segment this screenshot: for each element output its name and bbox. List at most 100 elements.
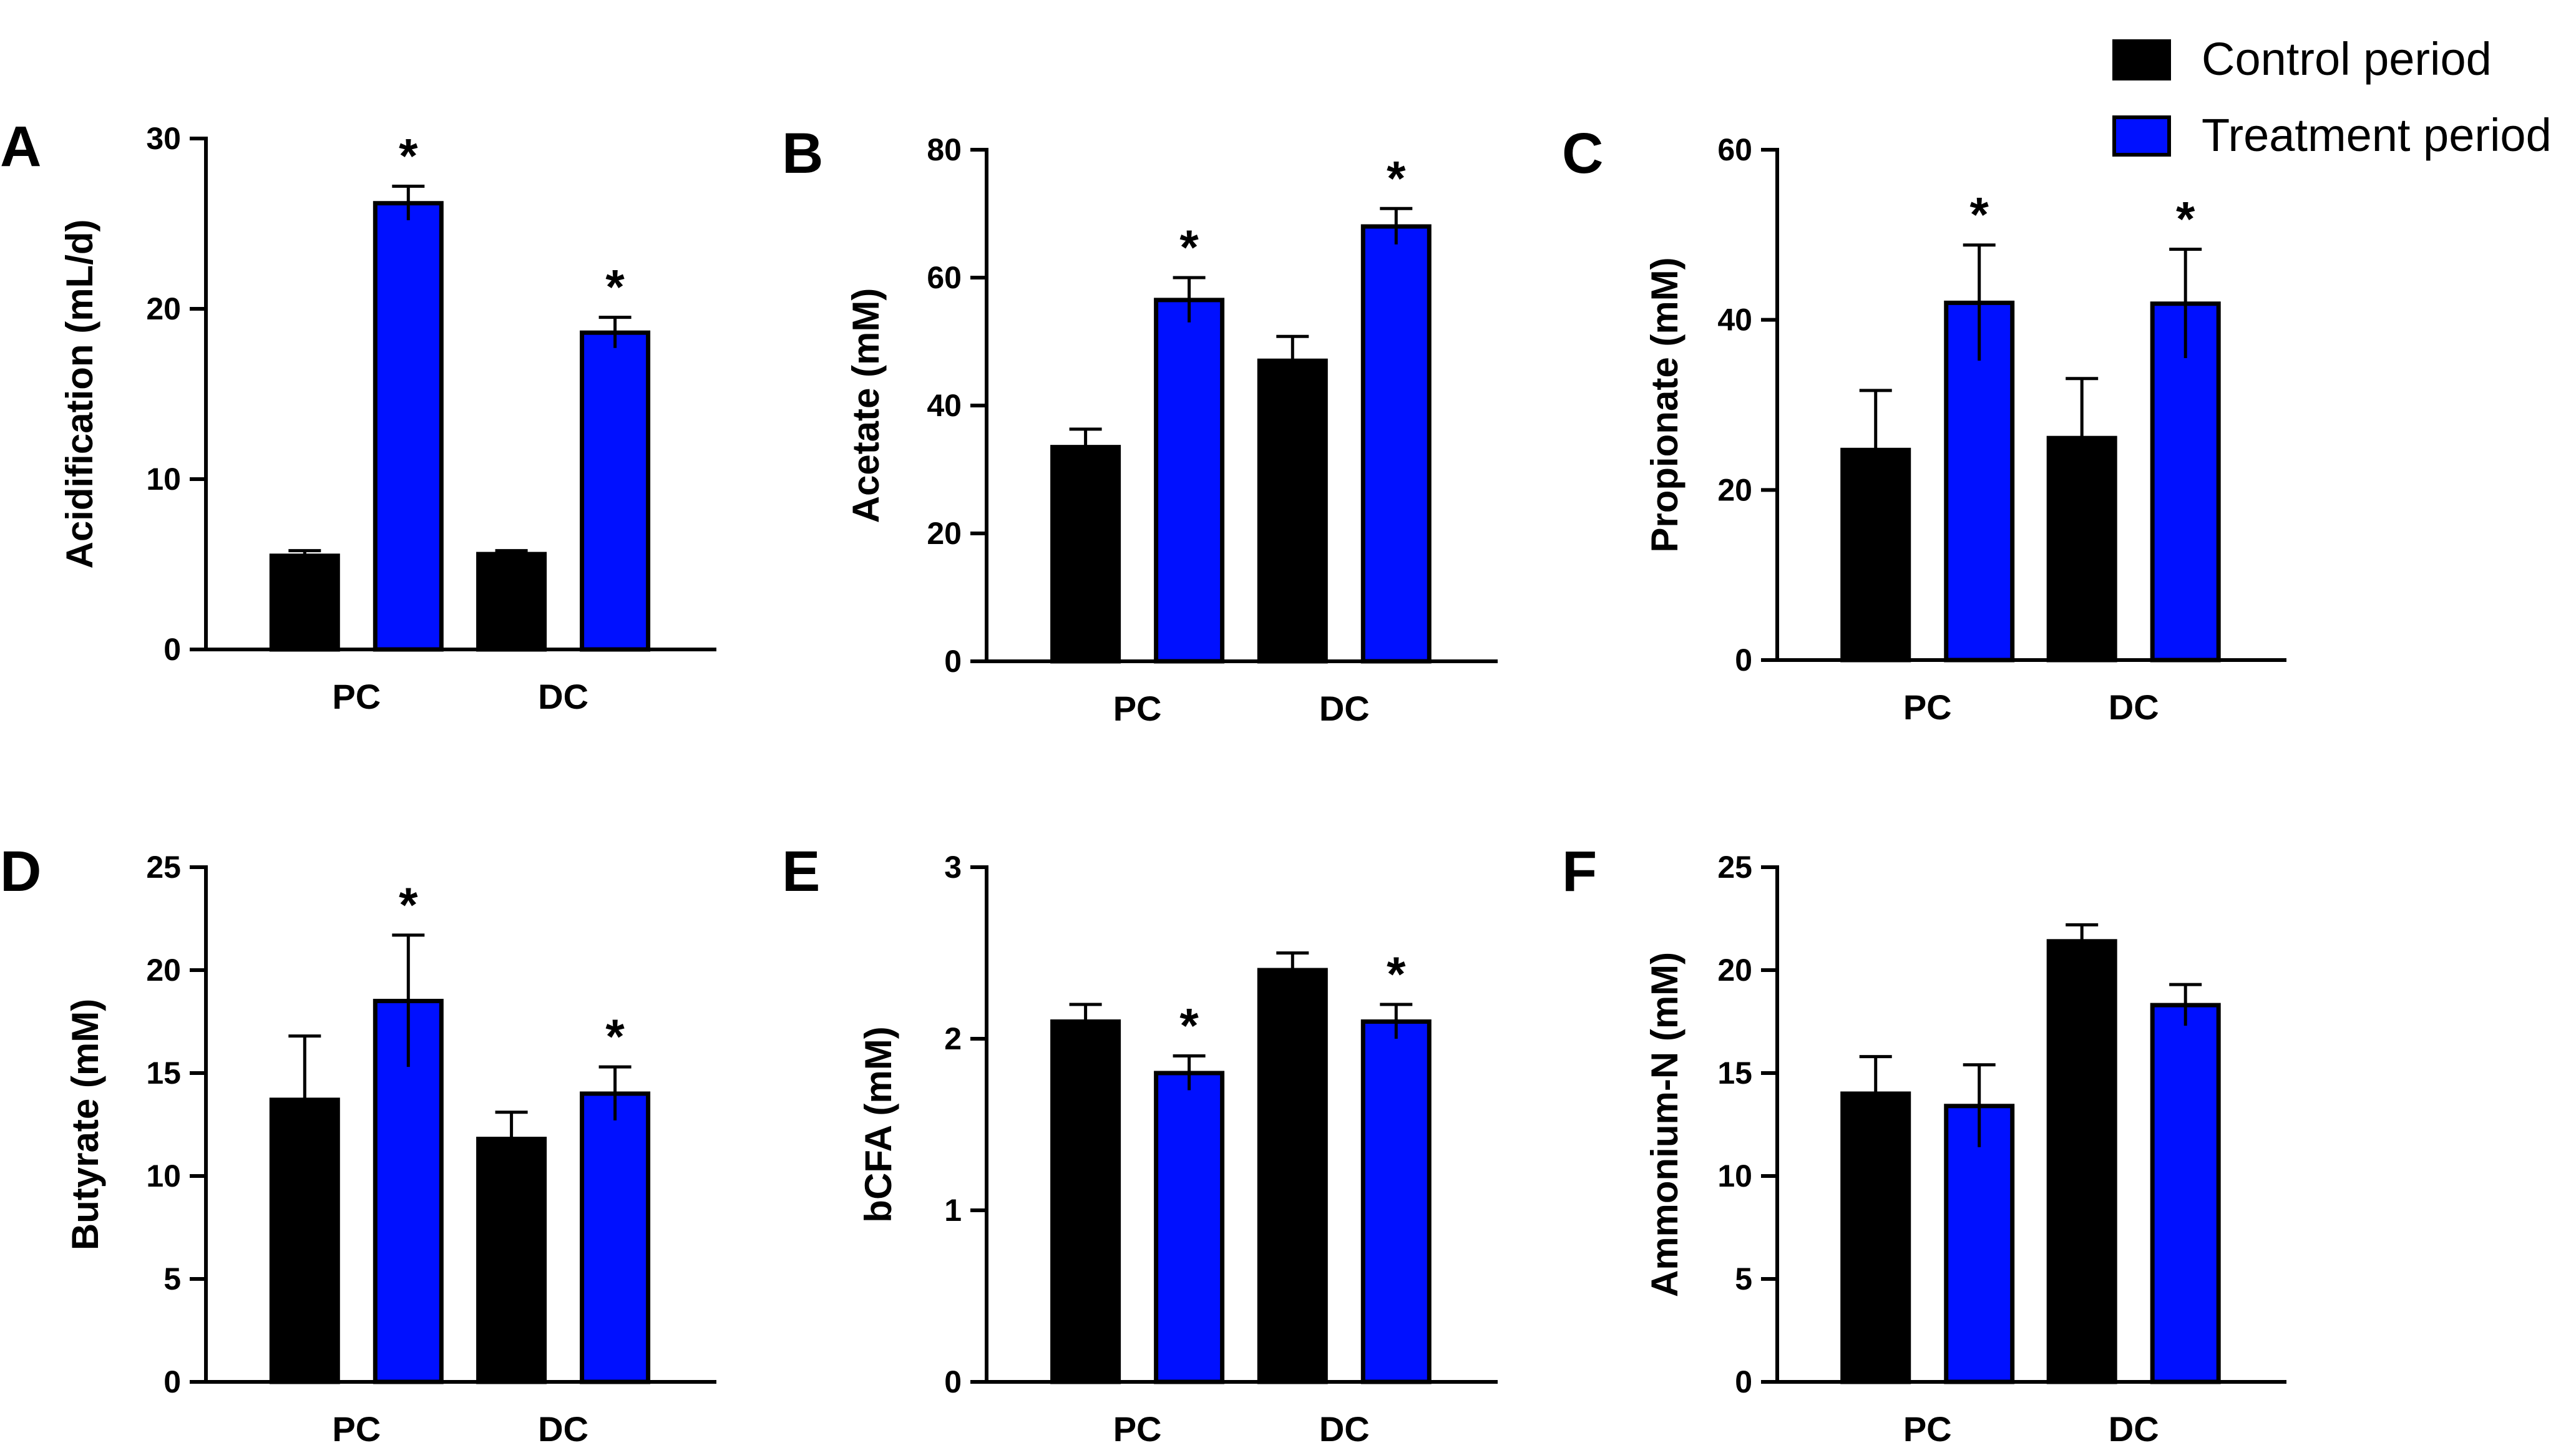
- bar-a-dc-treatment-period: [580, 330, 651, 652]
- y-tick-label-f: 15: [1717, 1056, 1752, 1091]
- y-tick-label-e: 1: [944, 1193, 962, 1228]
- legend-item-treatment: Treatment period: [2112, 109, 2552, 161]
- y-tick-label-b: 0: [944, 644, 962, 679]
- bar-b-dc-treatment-period: [1360, 224, 1432, 664]
- x-category-label-f: DC: [2109, 1409, 2159, 1449]
- error-bar-f-pc-control-period: [1859, 1055, 1892, 1131]
- y-axis-title-f: Ammonium-N (mM): [1644, 952, 1686, 1297]
- panel-letter-e: E: [782, 840, 820, 903]
- panel-letter-c: C: [1562, 122, 1603, 185]
- significance-mark-d-dc: *: [605, 1009, 625, 1064]
- error-bar-a-dc-treatment-period: [598, 316, 632, 348]
- error-bar-e-dc-control-period: [1276, 951, 1309, 988]
- bar-a-dc-control-period: [476, 552, 547, 652]
- y-tick-label-f: 10: [1717, 1159, 1752, 1193]
- error-bar-c-pc-control-period: [1859, 389, 1892, 510]
- error-bar-a-dc-control-period: [495, 549, 528, 558]
- bar-e-dc-control-period: [1257, 968, 1328, 1384]
- error-bar-c-dc-treatment-period: [2169, 248, 2202, 359]
- y-tick-label-e: 2: [944, 1021, 962, 1056]
- y-tick-label-b: 40: [927, 388, 962, 423]
- error-bar-f-dc-treatment-period: [2169, 983, 2202, 1026]
- panel-d: D Butyrate (mM) 0 5 10 15 20 25 PC * DC *: [0, 840, 716, 1449]
- significance-mark-a-dc: *: [605, 260, 625, 314]
- significance-mark-e-pc: *: [1179, 998, 1199, 1053]
- error-bar-e-pc-control-period: [1069, 1003, 1102, 1039]
- y-tick-label-c: 20: [1717, 472, 1752, 507]
- bar-f-dc-control-period: [2046, 939, 2117, 1384]
- bar-f-dc-treatment-period: [2150, 1003, 2221, 1384]
- error-bar-e-pc-treatment-period: [1173, 1054, 1206, 1091]
- y-tick-label-f: 0: [1735, 1364, 1752, 1399]
- panel-b: B Acetate (mM) 0 20 40 60 80 PC * DC *: [782, 122, 1498, 728]
- bar-f-pc-control-period: [1840, 1091, 1911, 1384]
- x-category-label-b: PC: [1113, 689, 1162, 728]
- bar-a-pc-control-period: [269, 553, 340, 652]
- error-bar-a-pc-control-period: [288, 549, 321, 561]
- legend-label-treatment: Treatment period: [2202, 109, 2552, 161]
- error-bar-b-pc-treatment-period: [1173, 276, 1206, 323]
- y-axis-title-a: Acidification (mL/d): [59, 220, 100, 569]
- error-bar-b-dc-control-period: [1276, 334, 1309, 386]
- y-tick-label-b: 80: [927, 132, 962, 167]
- bar-e-pc-control-period: [1050, 1019, 1121, 1384]
- y-tick-label-e: 3: [944, 850, 962, 885]
- y-tick-label-f: 20: [1717, 953, 1752, 988]
- error-bar-f-pc-treatment-period: [1963, 1063, 1996, 1147]
- y-axis-title-b: Acetate (mM): [845, 288, 887, 523]
- bar-f-pc-treatment-period: [1944, 1104, 2015, 1384]
- y-tick-label-a: 30: [146, 121, 181, 156]
- significance-mark-d-pc: *: [399, 877, 418, 932]
- y-tick-label-d: 5: [163, 1261, 181, 1296]
- bar-d-dc-treatment-period: [580, 1091, 651, 1384]
- panel-letter-f: F: [1562, 840, 1597, 903]
- x-category-label-d: DC: [538, 1409, 588, 1449]
- bar-e-pc-treatment-period: [1154, 1071, 1225, 1384]
- y-tick-label-d: 15: [146, 1056, 181, 1091]
- legend-item-control: Control period: [2112, 33, 2492, 85]
- error-bar-a-pc-treatment-period: [392, 184, 425, 221]
- panel-letter-b: B: [782, 122, 823, 185]
- x-category-label-b: DC: [1319, 689, 1370, 728]
- bar-c-dc-treatment-period: [2150, 301, 2221, 663]
- error-bar-f-dc-control-period: [2066, 923, 2099, 958]
- error-bar-d-pc-control-period: [288, 1034, 321, 1164]
- bar-a-pc-treatment-period: [373, 201, 444, 652]
- x-category-label-c: DC: [2109, 688, 2159, 727]
- error-bar-c-dc-control-period: [2066, 377, 2099, 498]
- bar-d-pc-treatment-period: [373, 999, 444, 1384]
- y-tick-label-a: 10: [146, 462, 181, 497]
- x-category-label-f: PC: [1903, 1409, 1952, 1449]
- x-category-label-d: PC: [332, 1409, 381, 1449]
- y-tick-label-e: 0: [944, 1364, 962, 1399]
- y-tick-label-f: 25: [1717, 850, 1752, 885]
- x-category-label-e: PC: [1113, 1409, 1162, 1449]
- significance-mark-b-dc: *: [1387, 150, 1406, 205]
- error-bar-e-dc-treatment-period: [1380, 1003, 1413, 1039]
- significance-mark-c-dc: *: [2176, 192, 2195, 246]
- legend-swatch-control: [2112, 39, 2171, 80]
- y-axis-title-c: Propionate (mM): [1644, 257, 1686, 552]
- error-bar-d-pc-treatment-period: [392, 933, 425, 1067]
- error-bar-d-dc-treatment-period: [598, 1065, 632, 1120]
- y-tick-label-f: 5: [1735, 1261, 1752, 1296]
- y-tick-label-b: 60: [927, 260, 962, 295]
- bar-e-dc-treatment-period: [1360, 1019, 1432, 1384]
- x-category-label-a: PC: [332, 677, 381, 716]
- y-tick-label-d: 25: [146, 850, 181, 885]
- x-category-label-c: PC: [1903, 688, 1952, 727]
- y-tick-label-c: 60: [1717, 132, 1752, 167]
- legend-swatch-treatment: [2112, 115, 2171, 157]
- bar-b-dc-control-period: [1257, 358, 1328, 664]
- y-tick-label-d: 10: [146, 1159, 181, 1193]
- error-bar-d-dc-control-period: [495, 1110, 528, 1166]
- significance-mark-c-pc: *: [1970, 187, 1989, 242]
- bar-d-dc-control-period: [476, 1137, 547, 1384]
- y-tick-label-c: 40: [1717, 303, 1752, 338]
- panel-c: C Propionate (mM) 0 20 40 60 PC * DC *: [1562, 122, 2286, 727]
- legend: Control period Treatment period: [2112, 33, 2552, 161]
- y-tick-label-a: 20: [146, 291, 181, 326]
- panel-letter-d: D: [0, 840, 41, 903]
